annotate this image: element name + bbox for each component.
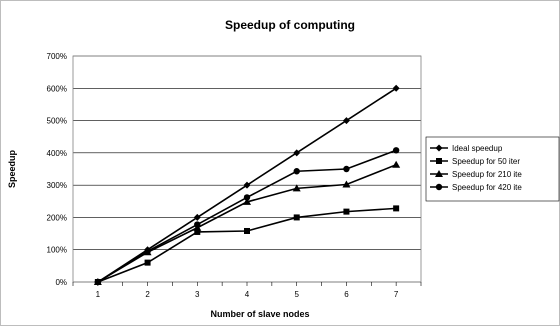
- data-point-series-4: [343, 165, 350, 173]
- data-point-series-4: [94, 278, 102, 286]
- y-tick-label: 0%: [55, 278, 67, 287]
- legend-box: [425, 136, 560, 202]
- legend-label-4: Speedup for 420 ite: [452, 183, 522, 192]
- y-tick-label: 100%: [47, 246, 67, 255]
- legend-marker: [435, 183, 443, 191]
- legend-label-2: Speedup for 50 iter: [452, 157, 520, 166]
- x-tick-label: 4: [245, 290, 250, 299]
- data-point-series-1: [243, 181, 251, 189]
- y-tick-label: 600%: [47, 84, 67, 93]
- data-point-series-2: [393, 205, 400, 212]
- y-tick-label: 400%: [47, 149, 67, 158]
- y-tick-label: 200%: [47, 213, 67, 222]
- legend-label-3: Speedup for 210 ite: [452, 170, 522, 179]
- y-tick-label: 300%: [47, 181, 67, 190]
- data-point-series-4: [144, 248, 151, 255]
- legend-label-1: Ideal speedup: [452, 144, 503, 153]
- data-point-series-3: [392, 160, 401, 168]
- x-tick-label: 6: [344, 290, 349, 299]
- data-point-series-4: [194, 221, 201, 228]
- data-point-series-3: [243, 197, 251, 205]
- plot-border: [72, 55, 422, 283]
- plot-area: 0% 100% 200% 300% 400% 500% 600% 700% 1 2 3 4 5 6 7: [47, 52, 422, 299]
- y-tick-label: 500%: [47, 117, 67, 126]
- x-tick-label: 2: [145, 290, 150, 299]
- data-point-series-2: [194, 228, 201, 235]
- x-tick-label: 1: [96, 290, 101, 299]
- data-point-series-1: [293, 149, 301, 157]
- data-point-series-1: [193, 213, 201, 221]
- legend: Ideal speedup Speedup for 50 iter Speedup …: [425, 136, 560, 202]
- data-point-series-2: [293, 214, 300, 221]
- x-tick-label: 7: [394, 290, 399, 299]
- y-tick-label: 700%: [47, 52, 67, 61]
- y-axis-title: Speedup: [7, 150, 17, 189]
- chart-title: Speedup of computing: [225, 18, 355, 32]
- data-point-series-2: [343, 208, 350, 215]
- data-point-series-4: [243, 194, 251, 201]
- legend-marker: [435, 144, 443, 152]
- data-point-series-3: [292, 184, 301, 192]
- data-point-series-1: [342, 117, 350, 125]
- data-point-series-2: [144, 259, 151, 266]
- x-tick-label: 3: [195, 290, 200, 299]
- x-axis-title: Number of slave nodes: [210, 309, 309, 319]
- x-tick-label: 5: [294, 290, 299, 299]
- data-point-series-4: [293, 168, 300, 175]
- series-line-2: [97, 207, 397, 283]
- legend-marker: [436, 158, 442, 164]
- data-point-series-3: [342, 180, 351, 188]
- data-point-series-2: [244, 227, 250, 234]
- legend-marker: [435, 170, 443, 177]
- series-line-4: [97, 149, 397, 283]
- data-point-series-4: [392, 147, 400, 154]
- data-point-series-1: [392, 84, 400, 92]
